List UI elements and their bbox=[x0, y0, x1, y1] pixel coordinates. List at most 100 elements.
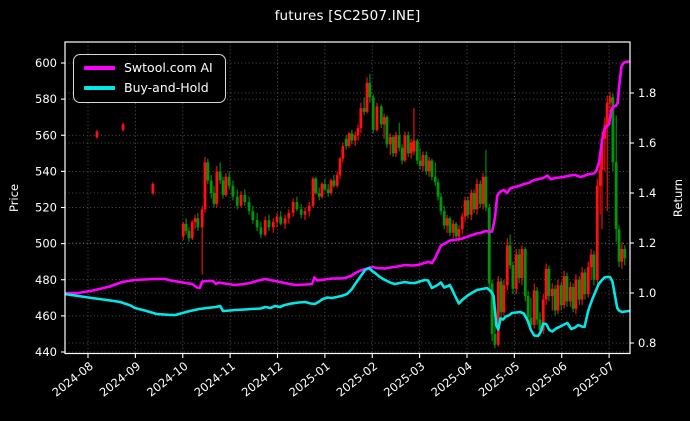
month-tick-label: 2025-04 bbox=[428, 359, 474, 400]
candle-body bbox=[436, 182, 440, 197]
candle-body bbox=[151, 184, 155, 194]
candle-body bbox=[520, 249, 524, 278]
candle-body bbox=[496, 281, 500, 345]
candle-body bbox=[303, 211, 307, 215]
candle-body bbox=[335, 174, 339, 186]
candle-body bbox=[466, 200, 470, 215]
return-tick-label: 0.8 bbox=[638, 336, 656, 350]
candle-body bbox=[243, 194, 247, 203]
candle-body bbox=[614, 162, 618, 230]
month-tick-label: 2024-08 bbox=[49, 359, 95, 400]
candle-body bbox=[502, 285, 506, 313]
candle-body bbox=[523, 249, 527, 297]
candle-body bbox=[121, 124, 125, 130]
candle-body bbox=[514, 254, 518, 289]
candle-body bbox=[517, 254, 521, 278]
month-tick-label: 2024-09 bbox=[97, 359, 143, 400]
legend-label: Buy-and-Hold bbox=[124, 80, 209, 95]
candle-body bbox=[275, 216, 279, 222]
left-axis-label: Price bbox=[7, 183, 21, 213]
candle-body bbox=[415, 140, 419, 161]
candle-body bbox=[299, 209, 303, 215]
candle-body bbox=[469, 193, 473, 215]
candle-body bbox=[600, 138, 604, 170]
candle-body bbox=[227, 176, 231, 186]
candle-body bbox=[353, 135, 357, 141]
candle-body bbox=[568, 286, 572, 302]
candle-body bbox=[379, 106, 383, 125]
candle-body bbox=[267, 220, 271, 228]
candle-body bbox=[394, 135, 398, 154]
candlestick-series bbox=[95, 73, 627, 349]
return-tick-label: 1.0 bbox=[638, 286, 656, 300]
legend: Swtool.com AI Buy-and-Hold bbox=[73, 54, 226, 103]
plot-border bbox=[64, 41, 631, 355]
candle-body bbox=[385, 117, 389, 145]
month-tick-label: 2025-07 bbox=[570, 359, 616, 400]
candle-body bbox=[235, 196, 239, 206]
candle-body bbox=[362, 108, 366, 112]
candle-body bbox=[368, 82, 372, 98]
candle-body bbox=[511, 265, 515, 289]
candle-body bbox=[375, 106, 379, 130]
price-tick-label: 500 bbox=[35, 237, 57, 251]
candle-body bbox=[184, 223, 188, 231]
candle-body bbox=[460, 216, 464, 230]
candle-body bbox=[323, 184, 327, 190]
candle-body bbox=[190, 221, 194, 239]
candle-body bbox=[529, 317, 533, 325]
candle-body bbox=[580, 272, 584, 300]
candle-body bbox=[200, 209, 204, 228]
candle-body bbox=[550, 288, 554, 297]
return-tick-label: 1.8 bbox=[638, 86, 656, 100]
month-tick-label: 2025-01 bbox=[286, 359, 332, 400]
candle-body bbox=[406, 135, 410, 154]
candle-body bbox=[412, 140, 416, 152]
candle-body bbox=[326, 189, 330, 194]
candle-body bbox=[439, 196, 443, 212]
candle-body bbox=[547, 268, 551, 297]
candle-body bbox=[598, 169, 602, 186]
candle-body bbox=[203, 162, 207, 210]
candle-body bbox=[457, 229, 461, 237]
month-tick-label: 2025-05 bbox=[476, 359, 522, 400]
candle-body bbox=[538, 319, 542, 331]
candle-body bbox=[221, 180, 225, 195]
candle-body bbox=[283, 218, 287, 224]
candle-body bbox=[365, 82, 369, 112]
candle-body bbox=[356, 128, 360, 136]
candle-body bbox=[329, 180, 333, 194]
candle-body bbox=[620, 249, 624, 262]
candle-body bbox=[481, 176, 485, 204]
candle-body bbox=[445, 218, 449, 226]
candle-body bbox=[508, 245, 512, 266]
month-tick-label: 2025-02 bbox=[334, 359, 380, 400]
candle-body bbox=[279, 216, 283, 224]
candle-body bbox=[586, 267, 590, 295]
candle-body bbox=[263, 220, 267, 235]
candle-body bbox=[311, 178, 315, 206]
buyhold-line-swatch bbox=[84, 86, 115, 90]
candle-body bbox=[427, 160, 431, 172]
candle-body bbox=[347, 133, 351, 147]
candle-body bbox=[475, 184, 479, 210]
series-line-swtool bbox=[65, 60, 630, 295]
candle-body bbox=[589, 254, 593, 268]
candle-body bbox=[95, 131, 99, 138]
candle-body bbox=[382, 117, 386, 125]
candle-body bbox=[430, 160, 434, 177]
month-tick-label: 2024-11 bbox=[191, 359, 237, 400]
candle-body bbox=[571, 286, 575, 309]
candle-body bbox=[239, 194, 243, 206]
candle-body bbox=[442, 211, 446, 226]
candle-body bbox=[418, 160, 422, 166]
candle-body bbox=[307, 205, 311, 212]
price-tick-label: 580 bbox=[35, 92, 57, 106]
candle-body bbox=[409, 142, 413, 154]
axis-ticks bbox=[61, 62, 634, 358]
price-tick-label: 440 bbox=[35, 345, 57, 359]
candle-body bbox=[605, 102, 609, 125]
candle-body bbox=[454, 223, 458, 237]
